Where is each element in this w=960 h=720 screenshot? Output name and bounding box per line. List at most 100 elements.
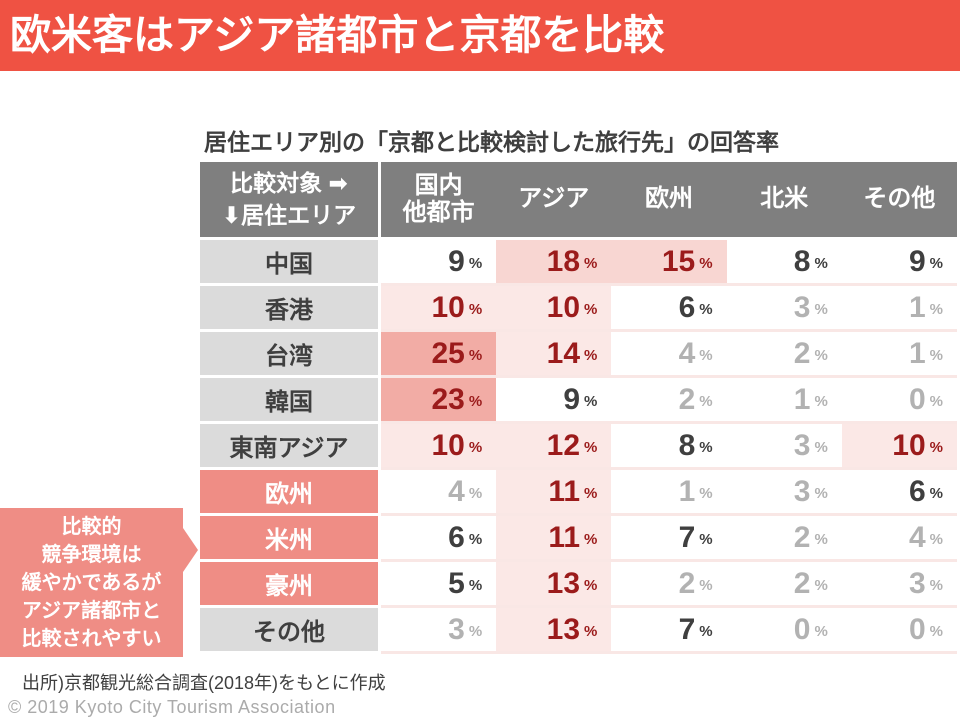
- value-number: 11: [548, 474, 581, 508]
- percent-sign: %: [584, 301, 598, 318]
- source-note: 出所)京都観光総合調査(2018年)をもとに作成: [22, 673, 386, 693]
- percent-sign: %: [468, 439, 483, 456]
- percent-sign: %: [814, 485, 828, 502]
- table-row: 韓国 23% 9% 2% 1% 0%: [200, 378, 957, 424]
- row-label: 香港: [200, 286, 381, 332]
- value-number: 2: [793, 520, 811, 554]
- value-number: 6: [678, 290, 696, 324]
- value-cell: 15%: [611, 240, 727, 286]
- value-number: 1: [908, 336, 926, 370]
- value-cell: 10%: [496, 286, 612, 332]
- percent-sign: %: [468, 255, 483, 272]
- value-cell: 18%: [496, 240, 612, 286]
- value-number: 9: [448, 244, 465, 278]
- value-number: 13: [546, 612, 581, 646]
- column-header: 北米: [726, 162, 842, 240]
- value-number: 10: [546, 290, 581, 324]
- table-title: 居住エリア別の「京都と比較検討した旅行先」の回答率: [204, 129, 779, 155]
- percent-sign: %: [814, 347, 828, 364]
- column-header: 国内 他都市: [381, 162, 497, 240]
- percent-sign: %: [468, 485, 483, 502]
- value-number: 5: [448, 566, 465, 600]
- comparison-table: 比較対象 ➡ ⬇居住エリア 国内 他都市 アジア 欧州 北米 その他 中国 9% 18% 15…: [200, 162, 957, 654]
- value-cell: 4%: [611, 332, 727, 378]
- percent-sign: %: [699, 347, 713, 364]
- value-number: 2: [793, 566, 811, 600]
- row-label: その他: [200, 608, 381, 654]
- value-number: 12: [546, 428, 581, 462]
- row-label: 豪州: [200, 562, 381, 608]
- value-number: 9: [908, 244, 926, 278]
- value-number: 3: [793, 428, 811, 462]
- callout-arrow-right-icon: [183, 528, 198, 572]
- value-number: 14: [546, 336, 581, 370]
- value-cell: 9%: [381, 240, 497, 286]
- value-cell: 9%: [496, 378, 612, 424]
- value-cell: 1%: [841, 286, 957, 332]
- percent-sign: %: [584, 531, 598, 548]
- value-cell: 2%: [611, 378, 727, 424]
- value-number: 7: [678, 612, 696, 646]
- value-cell: 10%: [841, 424, 957, 470]
- value-cell: 1%: [841, 332, 957, 378]
- column-header: アジア: [496, 162, 612, 240]
- value-cell: 13%: [496, 608, 612, 654]
- value-cell: 0%: [841, 608, 957, 654]
- title-banner: 欧米客はアジア諸都市と京都を比較: [0, 0, 960, 71]
- percent-sign: %: [814, 623, 828, 640]
- value-number: 7: [678, 520, 696, 554]
- value-cell: 8%: [726, 240, 842, 286]
- value-number: 4: [908, 520, 926, 554]
- copyright: © 2019 Kyoto City Tourism Association: [8, 697, 336, 717]
- value-number: 3: [793, 474, 811, 508]
- percent-sign: %: [699, 531, 713, 548]
- percent-sign: %: [584, 439, 598, 456]
- value-cell: 8%: [611, 424, 727, 470]
- value-number: 3: [908, 566, 926, 600]
- value-number: 3: [448, 612, 465, 646]
- percent-sign: %: [584, 577, 598, 594]
- percent-sign: %: [699, 577, 713, 594]
- value-cell: 3%: [841, 562, 957, 608]
- value-cell: 2%: [611, 562, 727, 608]
- value-cell: 9%: [841, 240, 957, 286]
- value-cell: 7%: [611, 608, 727, 654]
- value-cell: 6%: [611, 286, 727, 332]
- percent-sign: %: [699, 623, 713, 640]
- percent-sign: %: [814, 577, 828, 594]
- value-number: 1: [678, 474, 696, 508]
- value-number: 10: [431, 428, 465, 462]
- value-number: 1: [908, 290, 926, 324]
- table-row: 香港 10% 10% 6% 3% 1%: [200, 286, 957, 332]
- percent-sign: %: [699, 439, 713, 456]
- callout-note: 比較的 競争環境は 緩やかであるが アジア諸都市と 比較されやすい: [0, 508, 183, 657]
- percent-sign: %: [814, 301, 828, 318]
- value-number: 3: [793, 290, 811, 324]
- value-number: 23: [431, 382, 465, 416]
- value-cell: 1%: [611, 470, 727, 516]
- percent-sign: %: [468, 577, 483, 594]
- value-cell: 6%: [841, 470, 957, 516]
- value-cell: 4%: [381, 470, 497, 516]
- table-row: 東南アジア 10% 12% 8% 3% 10%: [200, 424, 957, 470]
- value-number: 4: [448, 474, 465, 508]
- value-number: 0: [908, 612, 926, 646]
- percent-sign: %: [929, 485, 943, 502]
- percent-sign: %: [699, 301, 713, 318]
- table-header-row: 比較対象 ➡ ⬇居住エリア 国内 他都市 アジア 欧州 北米 その他: [200, 162, 957, 240]
- value-cell: 1%: [726, 378, 842, 424]
- row-label: 台湾: [200, 332, 381, 378]
- value-cell: 11%: [496, 470, 612, 516]
- callout-text: 比較的 競争環境は 緩やかであるが アジア諸都市と 比較されやすい: [21, 515, 162, 650]
- table-row: 欧州 4% 11% 1% 3% 6%: [200, 470, 957, 516]
- value-cell: 7%: [611, 516, 727, 562]
- value-number: 2: [678, 382, 696, 416]
- percent-sign: %: [929, 255, 943, 272]
- percent-sign: %: [699, 255, 713, 272]
- percent-sign: %: [814, 439, 828, 456]
- value-number: 8: [678, 428, 696, 462]
- value-cell: 4%: [841, 516, 957, 562]
- percent-sign: %: [929, 623, 943, 640]
- percent-sign: %: [929, 577, 943, 594]
